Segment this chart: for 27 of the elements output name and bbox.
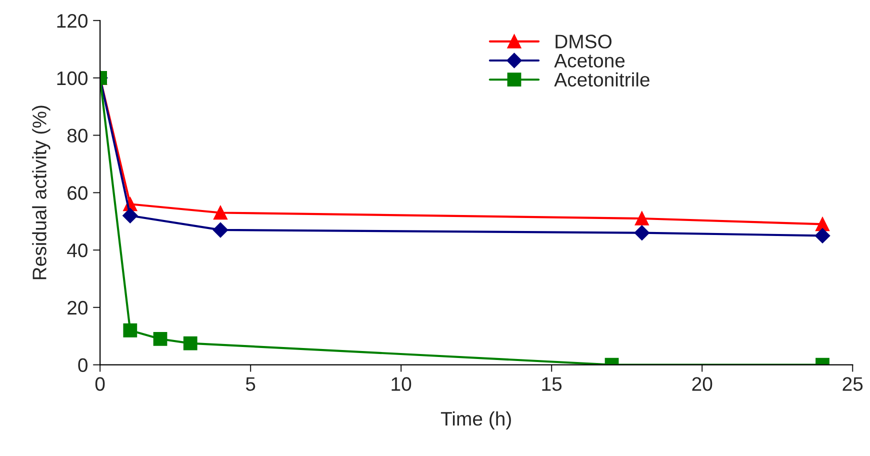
point: [212, 222, 228, 238]
x-tick-label: 25: [842, 377, 863, 391]
y-tick-label: 40: [67, 244, 88, 258]
point: [634, 212, 649, 226]
point: [634, 225, 650, 240]
x-tick-label: 20: [692, 377, 712, 391]
point: [122, 208, 138, 224]
point: [183, 336, 198, 350]
y-tick-label: 60: [68, 186, 88, 200]
x-tick-label: 10: [392, 377, 412, 391]
legend-label: Acetone: [554, 54, 625, 68]
y-tick-label: 0: [78, 358, 88, 372]
legend-label: Acetonitrile: [554, 72, 650, 87]
x-axis-title: Time (h): [440, 411, 511, 430]
y-tick-label: 80: [67, 128, 88, 143]
y-tick-label: 20: [68, 300, 88, 315]
y-axis-title: Residual activity (%): [32, 106, 50, 280]
point: [123, 323, 138, 338]
x-tick-label: 0: [95, 377, 105, 391]
x-tick-label: 5: [246, 377, 256, 391]
point: [814, 228, 830, 244]
y-tick-label: 120: [57, 14, 88, 28]
point: [214, 206, 228, 220]
point: [153, 332, 168, 346]
y-tick-label: 100: [57, 71, 88, 86]
x-tick-label: 15: [542, 377, 562, 391]
legend-label: DMSO: [556, 34, 612, 48]
